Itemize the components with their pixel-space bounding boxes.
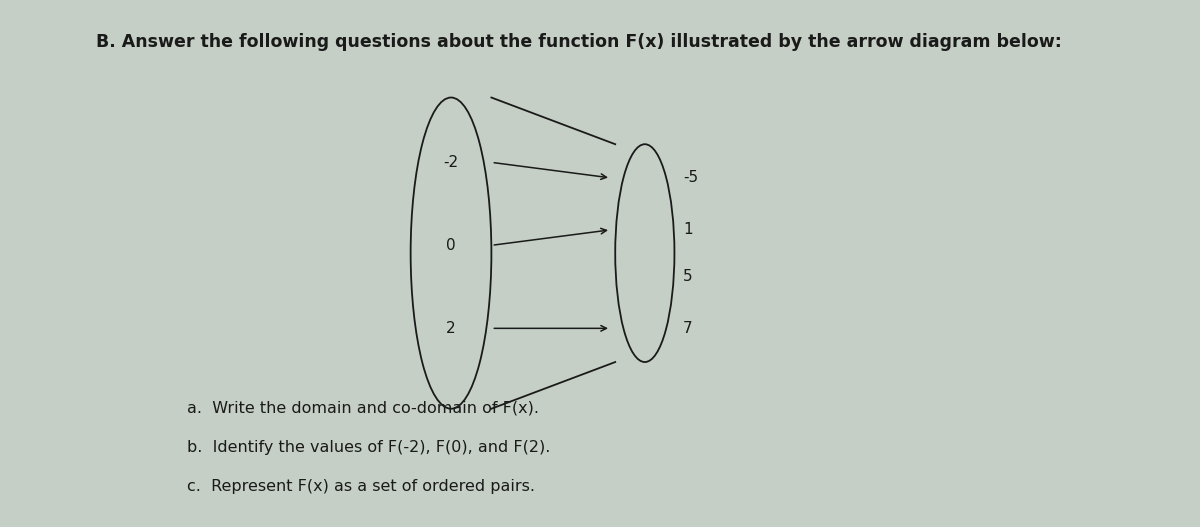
Text: 1: 1 [683,222,692,237]
Text: 0: 0 [446,238,456,253]
Text: c.  Represent F(x) as a set of ordered pairs.: c. Represent F(x) as a set of ordered pa… [187,479,535,494]
Text: -5: -5 [683,170,698,186]
Text: 2: 2 [446,321,456,336]
Text: 7: 7 [683,321,692,336]
Text: a.  Write the domain and co-domain of F(x).: a. Write the domain and co-domain of F(x… [187,401,539,416]
Text: B. Answer the following questions about the function F(x) illustrated by the arr: B. Answer the following questions about … [96,33,1062,51]
Text: b.  Identify the values of F(-2), F(0), and F(2).: b. Identify the values of F(-2), F(0), a… [187,440,551,455]
Text: 5: 5 [683,269,692,284]
Text: -2: -2 [444,155,458,170]
